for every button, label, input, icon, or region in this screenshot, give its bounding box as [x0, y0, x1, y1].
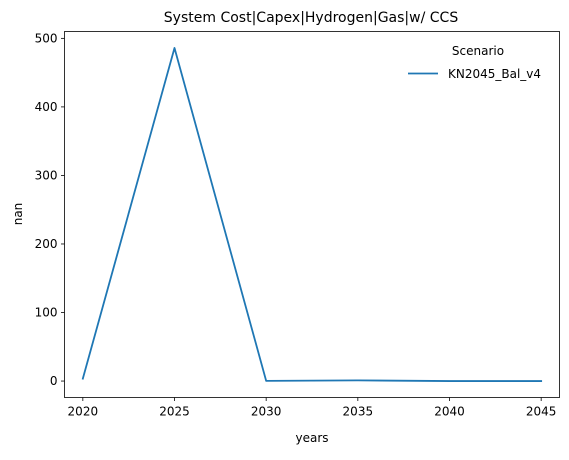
x-axis-label: years [295, 431, 328, 445]
legend: Scenario KN2045_Bal_v4 [408, 44, 541, 81]
series-line [81, 47, 543, 382]
x-axis: 2020 2025 2030 2035 2040 2045 [68, 397, 557, 419]
legend-label: KN2045_Bal_v4 [448, 67, 541, 81]
y-tick-label: 400 [35, 100, 58, 114]
x-tick-label: 2035 [343, 405, 374, 419]
x-tick-label: 2040 [434, 405, 465, 419]
y-axis: 0 100 200 300 400 500 [35, 31, 65, 388]
y-tick-label: 300 [35, 168, 58, 182]
chart-title: System Cost|Capex|Hydrogen|Gas|w/ CCS [164, 10, 459, 26]
y-tick-label: 100 [35, 306, 58, 320]
plot-area [81, 47, 543, 382]
y-axis-label: nan [11, 203, 25, 226]
y-tick-label: 0 [50, 374, 58, 388]
y-tick-label: 200 [35, 237, 58, 251]
x-tick-label: 2025 [159, 405, 190, 419]
x-tick-label: 2020 [68, 405, 99, 419]
y-tick-label: 500 [35, 31, 58, 45]
legend-title: Scenario [452, 44, 504, 58]
x-tick-label: 2045 [526, 405, 557, 419]
plot-frame [64, 31, 560, 398]
x-tick-label: 2030 [251, 405, 282, 419]
